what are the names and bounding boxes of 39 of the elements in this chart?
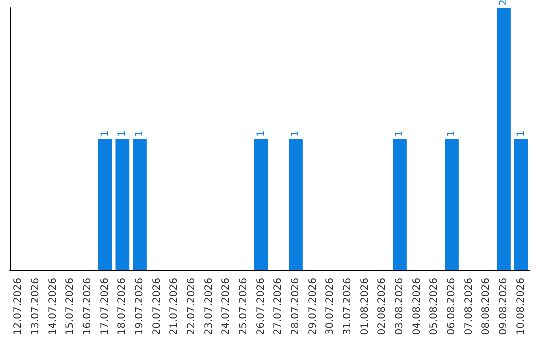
- data-label: 1: [134, 130, 146, 137]
- x-tick-label: 31.07.2026: [342, 278, 354, 336]
- x-tick-label: 15.07.2026: [65, 278, 76, 336]
- data-label: 1: [394, 130, 406, 137]
- data-label: 1: [446, 130, 458, 137]
- x-tick-label: 06.08.2026: [446, 278, 458, 336]
- x-tick-label: 27.07.2026: [273, 278, 284, 336]
- x-tick-label: 19.07.2026: [134, 278, 146, 336]
- x-tick-label: 10.08.2026: [516, 278, 527, 336]
- data-label: 2: [498, 0, 510, 6]
- x-tick-label: 30.07.2026: [325, 278, 336, 336]
- data-label: 1: [290, 130, 302, 137]
- x-tick-label: 07.08.2026: [464, 278, 475, 336]
- x-tick-label: 23.07.2026: [204, 278, 215, 336]
- x-tick-label: 14.07.2026: [48, 278, 59, 336]
- x-tick-label: 05.08.2026: [429, 278, 440, 336]
- x-tick-label: 02.08.2026: [377, 278, 388, 336]
- x-tick-label: 24.07.2026: [221, 278, 232, 336]
- x-tick-label: 03.08.2026: [394, 278, 406, 336]
- data-label: 1: [516, 130, 527, 137]
- x-tick-label: 17.07.2026: [100, 278, 111, 336]
- x-tick-label: 09.08.2026: [498, 278, 510, 336]
- data-label: 1: [256, 130, 267, 137]
- x-tick-label: 12.07.2026: [13, 278, 24, 336]
- x-tick-label: 22.07.2026: [186, 278, 198, 336]
- x-tick-label: 01.08.2026: [360, 278, 371, 336]
- data-label: 1: [100, 130, 111, 137]
- x-tick-label: 21.07.2026: [169, 278, 180, 336]
- x-tick-label: 25.07.2026: [238, 278, 250, 336]
- x-tick-label: 13.07.2026: [30, 278, 42, 336]
- data-label: 1: [117, 130, 128, 137]
- x-tick-label: 29.07.2026: [308, 278, 319, 336]
- x-tick-label: 20.07.2026: [152, 278, 163, 336]
- x-tick-label: 04.08.2026: [412, 278, 423, 336]
- x-tick-label: 16.07.2026: [82, 278, 94, 336]
- x-tick-label: 18.07.2026: [117, 278, 128, 336]
- x-tick-label: 26.07.2026: [256, 278, 267, 336]
- x-tick-label: 08.08.2026: [481, 278, 492, 336]
- x-tick-label: 28.07.2026: [290, 278, 302, 336]
